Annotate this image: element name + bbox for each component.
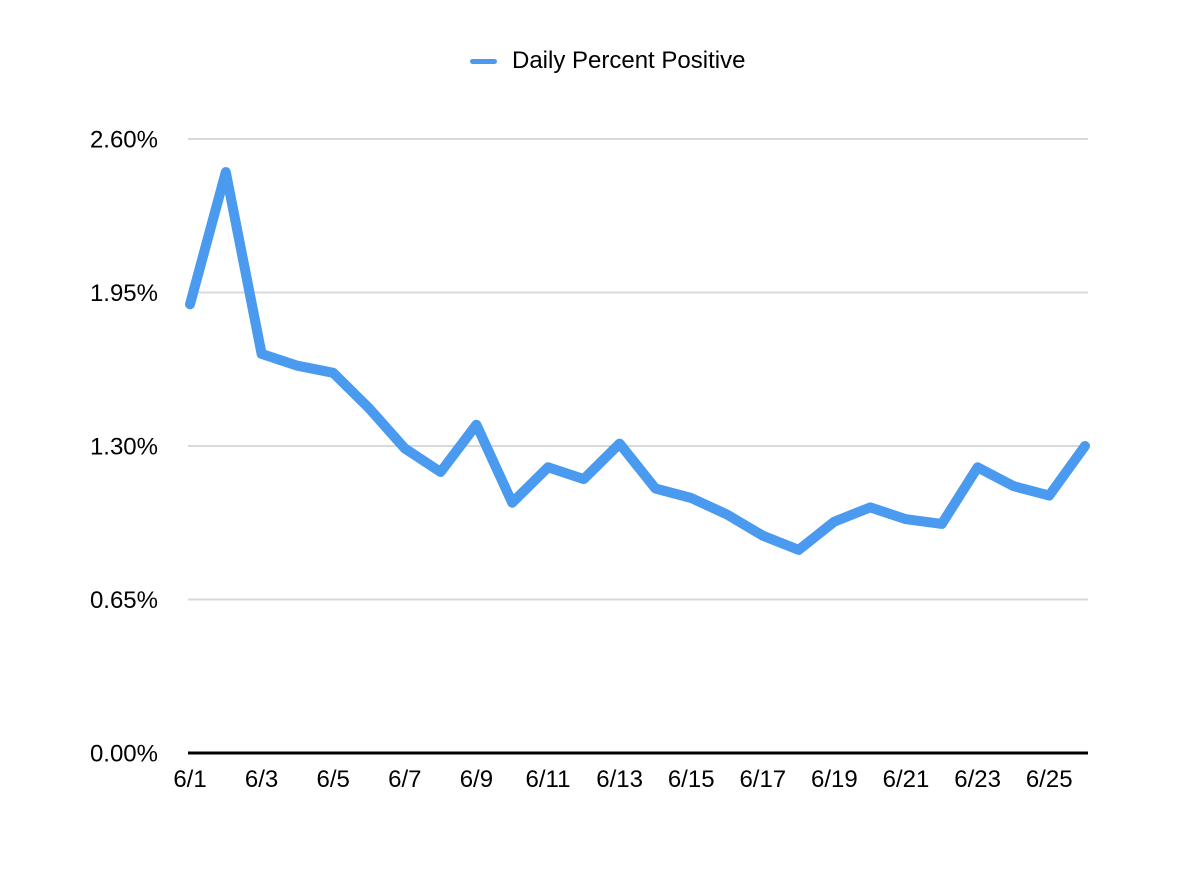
y-tick-label: 1.95%: [90, 280, 158, 307]
y-tick-label: 0.00%: [90, 741, 158, 768]
x-tick-label: 6/5: [317, 766, 350, 793]
x-tick-label: 6/15: [668, 766, 715, 793]
x-tick-label: 6/7: [388, 766, 421, 793]
x-tick-label: 6/17: [739, 766, 786, 793]
y-tick-label: 2.60%: [90, 127, 158, 154]
x-tick-label: 6/25: [1026, 766, 1073, 793]
x-tick-label: 6/3: [245, 766, 278, 793]
x-tick-label: 6/21: [883, 766, 930, 793]
series-line-daily-percent-positive: [185, 167, 1090, 555]
x-tick-label: 6/19: [811, 766, 858, 793]
x-tick-label: 6/11: [526, 766, 571, 793]
chart-legend: Daily Percent Positive: [470, 46, 745, 76]
x-tick-label: 6/1: [173, 766, 206, 793]
x-tick-label: 6/9: [460, 766, 493, 793]
x-tick-label: 6/13: [596, 766, 643, 793]
legend-series-swatch-icon: [470, 58, 497, 64]
legend-series-label: Daily Percent Positive: [512, 47, 746, 74]
x-tick-label: 6/23: [954, 766, 1001, 793]
y-tick-label: 1.30%: [90, 434, 158, 461]
y-tick-label: 0.65%: [90, 587, 158, 614]
